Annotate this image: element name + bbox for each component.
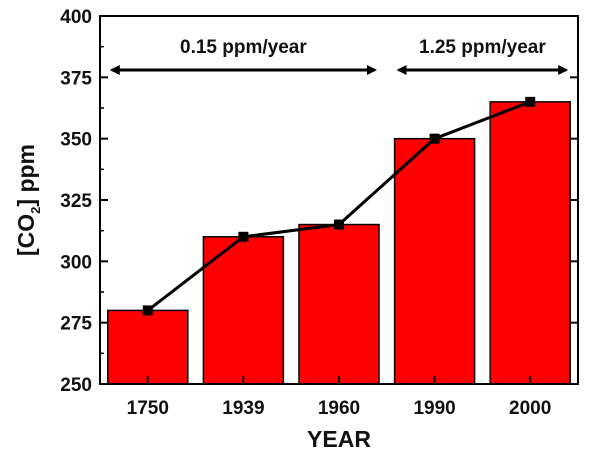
x-axis: 1750 1939 1960 1990 2000 — [127, 376, 551, 419]
trend-line-series — [142, 96, 536, 316]
bar-series — [107, 101, 571, 385]
bar-1960 — [298, 223, 380, 385]
x-tick-label-1939: 1939 — [222, 398, 264, 419]
bar-1990 — [393, 137, 476, 385]
annotation-label-1: 0.15 ppm/year — [180, 37, 307, 58]
y-axis-title-prefix: [CO — [13, 214, 39, 256]
y-axis-title: [CO2] ppm — [13, 144, 43, 256]
point-2000 — [525, 96, 536, 107]
y-axis-title-subscript: 2 — [28, 207, 43, 214]
point-1960 — [334, 219, 344, 230]
x-tick-label-1750: 1750 — [127, 398, 169, 419]
bar-1939 — [202, 236, 285, 385]
annotations: 0.15 ppm/year 1.25 ppm/year — [109, 37, 569, 75]
point-1939 — [238, 231, 249, 242]
x-tick-label-2000: 2000 — [509, 398, 551, 419]
y-tick-label: 250 — [60, 375, 92, 396]
y-tick-label: 400 — [60, 7, 92, 28]
y-axis: 250 275 300 325 350 375 400 — [60, 7, 578, 396]
bar-2000 — [489, 101, 571, 385]
point-1750 — [142, 305, 153, 316]
y-tick-label: 325 — [60, 191, 92, 212]
x-tick-label-1960: 1960 — [318, 398, 360, 419]
y-tick-label: 275 — [60, 314, 92, 335]
y-tick-label: 375 — [60, 68, 92, 89]
point-1990 — [429, 133, 440, 144]
x-tick-label-1990: 1990 — [413, 398, 455, 419]
x-axis-title: YEAR — [307, 426, 371, 452]
y-axis-title-suffix: ] ppm — [13, 144, 39, 207]
annotation-label-2: 1.25 ppm/year — [419, 37, 546, 58]
y-tick-label: 350 — [60, 130, 92, 151]
bar-1750 — [107, 309, 189, 385]
y-tick-label: 300 — [60, 252, 92, 273]
